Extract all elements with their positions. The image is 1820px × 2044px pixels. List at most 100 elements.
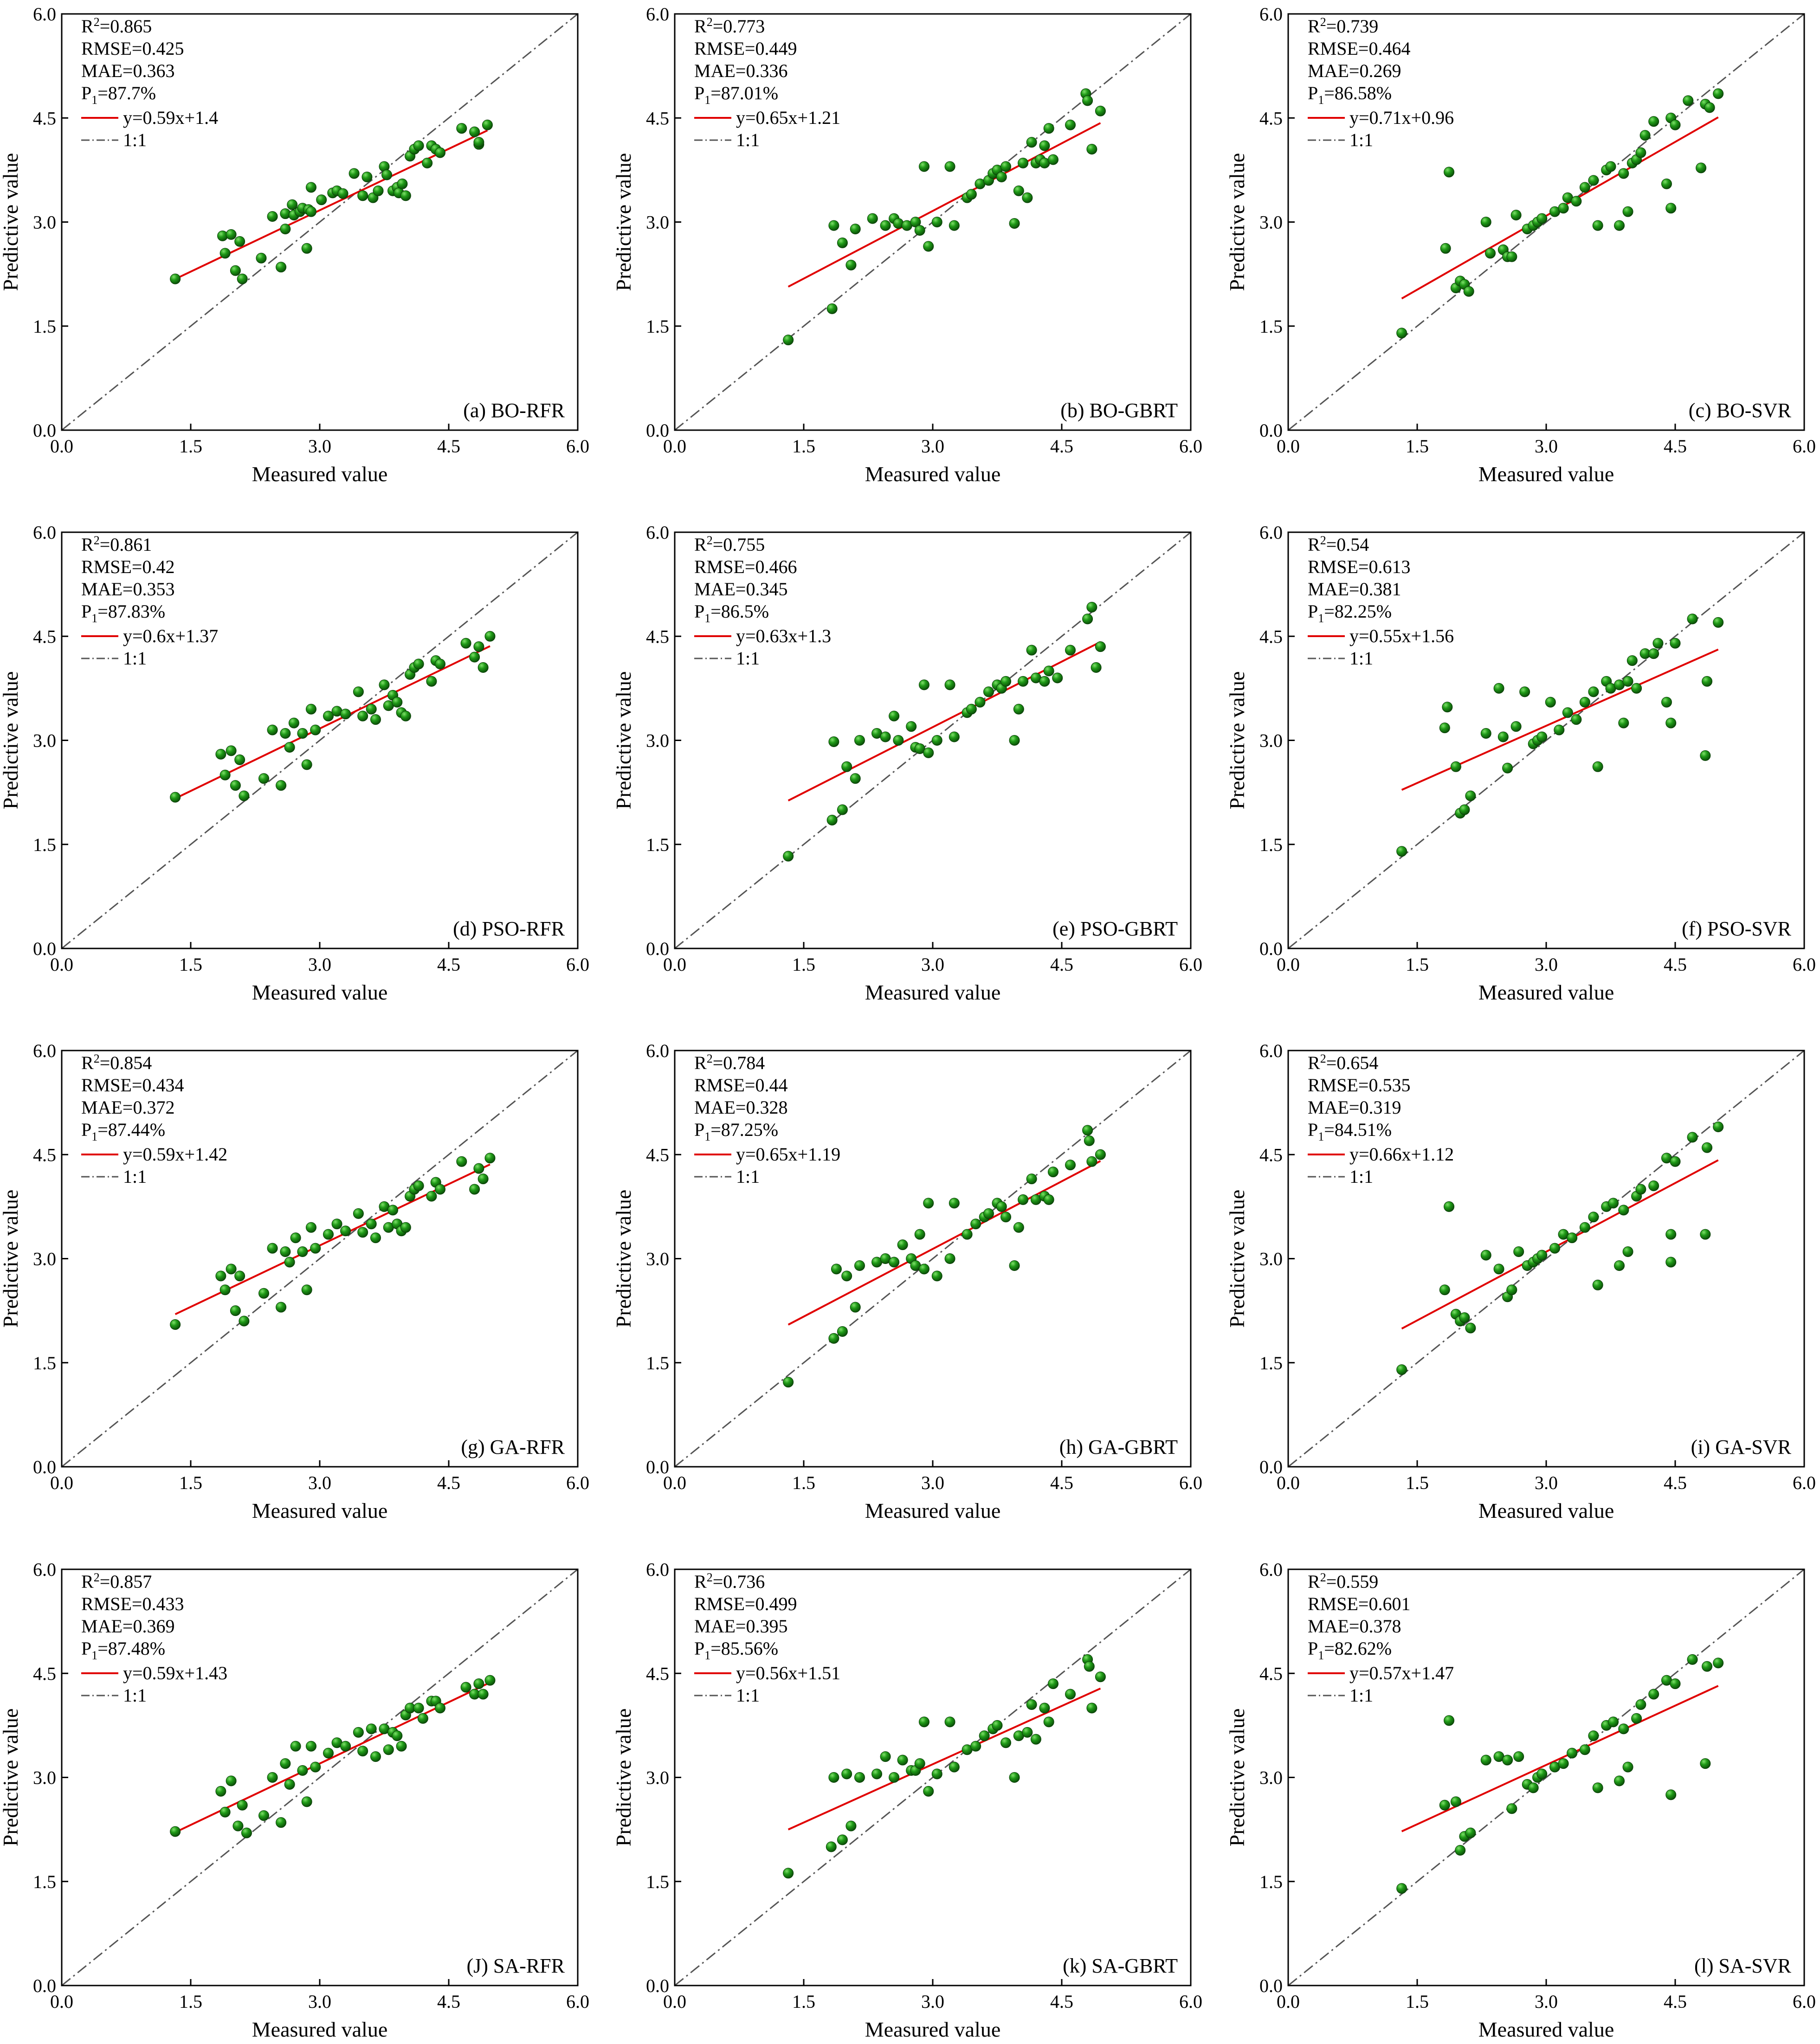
data-point xyxy=(1000,676,1012,687)
identity-line xyxy=(674,1050,1191,1468)
stat-rmse: RMSE=0.434 xyxy=(81,1075,184,1096)
data-point xyxy=(923,747,934,758)
x-tick-label: 6.0 xyxy=(1179,1472,1202,1493)
y-tick-label: 1.5 xyxy=(1259,834,1283,855)
legend-identity-label: 1:1 xyxy=(123,1166,147,1187)
identity-line xyxy=(1288,1568,1805,1986)
data-point xyxy=(1635,1699,1646,1710)
data-point xyxy=(230,780,241,791)
data-point xyxy=(931,735,942,746)
data-point xyxy=(1026,645,1037,656)
data-point xyxy=(1480,217,1491,227)
stat-rmse: RMSE=0.499 xyxy=(694,1593,797,1614)
x-tick-label: 3.0 xyxy=(308,954,331,975)
x-tick-label: 3.0 xyxy=(1535,1472,1558,1493)
data-point xyxy=(237,273,248,284)
stat-r2: R2=0.857 xyxy=(81,1571,152,1592)
data-point xyxy=(473,1678,484,1689)
legend-fit-label: y=0.59x+1.4 xyxy=(123,107,218,128)
data-point xyxy=(170,1826,181,1837)
x-tick-label: 6.0 xyxy=(1793,1991,1816,2012)
data-point xyxy=(1018,676,1029,687)
stat-mae: MAE=0.345 xyxy=(694,579,787,600)
data-point xyxy=(1670,638,1681,649)
data-point xyxy=(1455,1844,1466,1856)
data-point xyxy=(1648,116,1659,127)
data-point xyxy=(1536,1768,1548,1780)
stat-mae: MAE=0.381 xyxy=(1308,579,1401,600)
data-point xyxy=(1065,1689,1076,1700)
data-point xyxy=(979,1730,990,1741)
data-point xyxy=(931,217,942,227)
y-tick-label: 3.0 xyxy=(646,212,669,233)
x-axis-title: Measured value xyxy=(1478,1499,1614,1522)
data-point xyxy=(331,1219,342,1230)
panel-label: (h) GA-GBRT xyxy=(1059,1436,1178,1458)
data-point xyxy=(783,851,794,862)
x-tick-label: 3.0 xyxy=(308,1472,331,1493)
data-point xyxy=(1567,1747,1578,1759)
data-point xyxy=(837,1834,848,1845)
data-point xyxy=(239,1315,250,1327)
data-point xyxy=(1513,1751,1524,1762)
x-axis-title: Measured value xyxy=(252,462,388,486)
data-point xyxy=(1450,761,1461,772)
data-point xyxy=(854,1772,865,1783)
data-point xyxy=(426,676,437,687)
data-point xyxy=(1592,1279,1603,1290)
x-tick-label: 3.0 xyxy=(308,1991,331,2012)
data-point xyxy=(1700,1229,1711,1240)
data-point xyxy=(340,709,351,720)
data-point xyxy=(1082,95,1093,106)
y-tick-label: 6.0 xyxy=(646,4,669,25)
fit-line xyxy=(787,122,1101,288)
data-point xyxy=(1648,1180,1659,1192)
data-point xyxy=(1622,1246,1633,1257)
data-point xyxy=(949,220,960,231)
chart-panel: 0.00.0 1.5 1.5 3.0 3.0 4.5 4.5 6.0 6.0 Measured v… xyxy=(0,1559,589,2041)
data-point xyxy=(1702,1661,1713,1672)
data-point xyxy=(226,1775,237,1786)
stat-rmse: RMSE=0.535 xyxy=(1308,1075,1410,1096)
y-tick-label: 4.5 xyxy=(1259,626,1283,647)
data-point xyxy=(1545,696,1556,708)
data-point xyxy=(280,1246,291,1257)
data-point xyxy=(1713,617,1724,628)
y-axis-title: Predictive value xyxy=(0,1709,22,1847)
data-point xyxy=(983,686,994,697)
data-point xyxy=(478,1174,489,1185)
data-point xyxy=(1084,1661,1095,1672)
y-tick-label: 4.5 xyxy=(33,1663,56,1684)
x-tick-label: 4.5 xyxy=(1050,954,1073,975)
y-tick-label: 4.5 xyxy=(646,108,669,129)
stat-rmse: RMSE=0.44 xyxy=(694,1075,787,1096)
data-point xyxy=(357,710,368,722)
data-point xyxy=(1047,1167,1058,1178)
data-point xyxy=(1086,1156,1097,1167)
data-point xyxy=(889,710,900,722)
x-tick-label: 1.5 xyxy=(179,436,202,457)
stat-rmse: RMSE=0.449 xyxy=(694,38,797,59)
y-tick-label: 3.0 xyxy=(1259,730,1283,751)
data-point xyxy=(996,1201,1007,1212)
data-point xyxy=(413,140,424,151)
data-point xyxy=(1702,1142,1713,1153)
x-tick-label: 6.0 xyxy=(1793,1472,1816,1493)
y-tick-label: 6.0 xyxy=(646,522,669,543)
data-point xyxy=(1095,105,1106,116)
data-point xyxy=(370,714,381,725)
x-tick-label: 1.5 xyxy=(792,1991,815,2012)
data-point xyxy=(914,1229,925,1240)
data-point xyxy=(290,1232,301,1244)
legend-identity-label: 1:1 xyxy=(1349,1685,1373,1706)
chart-panel: 0.00.0 1.5 1.5 3.0 3.0 4.5 4.5 6.0 6.0 Measured v… xyxy=(1225,522,1816,1004)
y-tick-label: 6.0 xyxy=(1259,1559,1283,1580)
panel-label: (c) BO-SVR xyxy=(1689,399,1792,422)
panel-label: (l) SA-SVR xyxy=(1694,1954,1792,1977)
data-point xyxy=(373,185,384,196)
data-point xyxy=(1086,144,1097,155)
chart-panel: 0.00.0 1.5 1.5 3.0 3.0 4.5 4.5 6.0 6.0 Measured v… xyxy=(0,522,589,1004)
data-point xyxy=(353,1727,364,1738)
y-axis-title: Predictive value xyxy=(612,153,635,291)
data-point xyxy=(1665,1229,1677,1240)
